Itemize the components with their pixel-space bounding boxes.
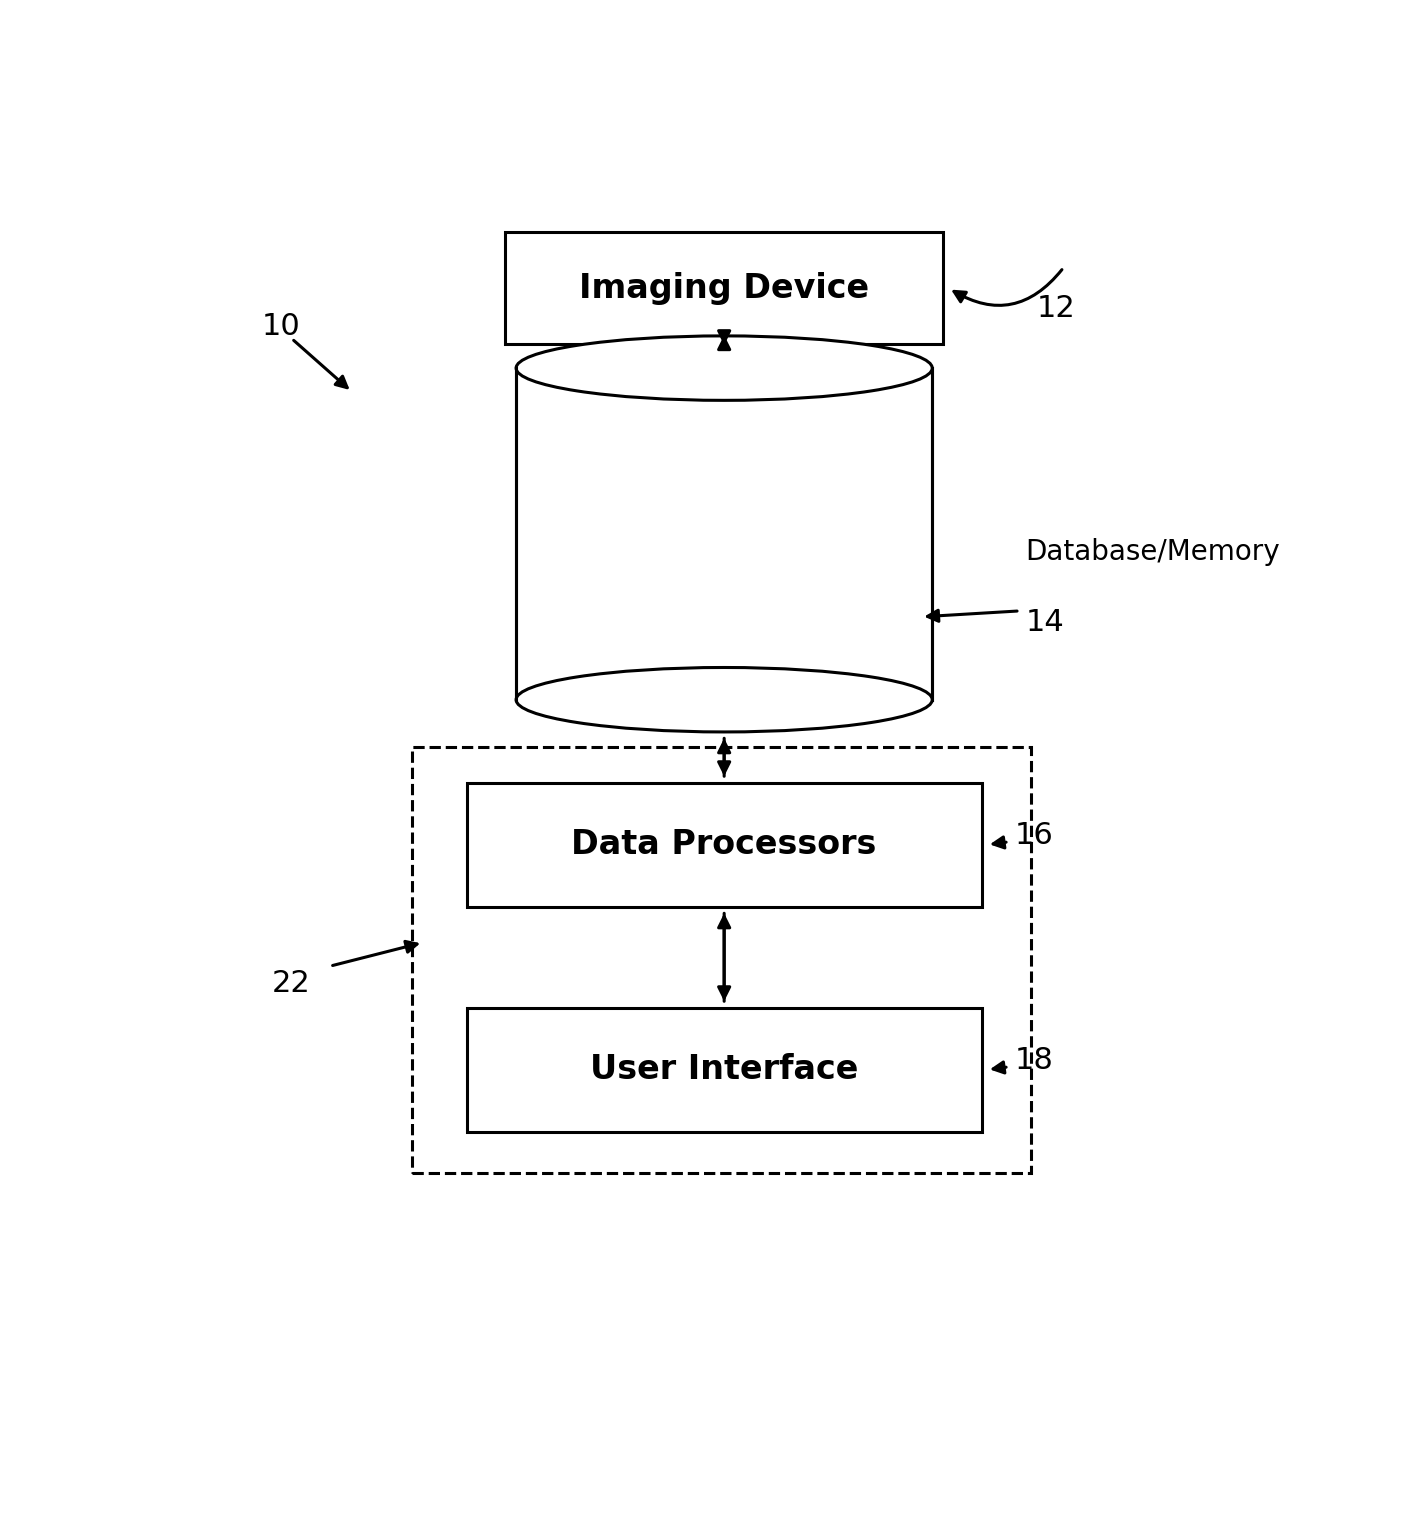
Text: 10: 10 <box>261 312 300 341</box>
Ellipse shape <box>516 667 933 732</box>
Bar <box>466 1007 982 1132</box>
Text: 22: 22 <box>273 969 311 998</box>
Text: Database/Memory: Database/Memory <box>1026 538 1280 566</box>
Bar <box>506 232 944 345</box>
Bar <box>413 747 1031 1173</box>
Text: 16: 16 <box>1015 821 1053 851</box>
Text: Data Processors: Data Processors <box>571 829 877 861</box>
Ellipse shape <box>516 335 933 400</box>
Bar <box>516 368 933 700</box>
Text: 14: 14 <box>1026 608 1064 637</box>
Text: User Interface: User Interface <box>591 1054 858 1086</box>
Bar <box>466 783 982 907</box>
Text: Imaging Device: Imaging Device <box>579 272 869 305</box>
Text: 18: 18 <box>1015 1046 1053 1075</box>
Text: 12: 12 <box>1036 294 1075 323</box>
